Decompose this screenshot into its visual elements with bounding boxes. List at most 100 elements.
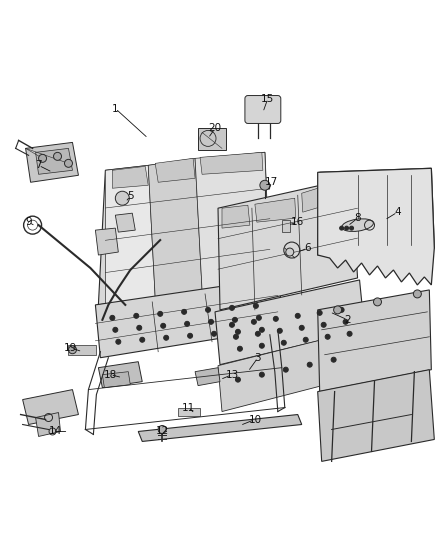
Polygon shape [218,330,364,411]
Circle shape [134,313,139,318]
Polygon shape [318,290,431,392]
Bar [178,408,200,416]
Circle shape [321,322,326,327]
Circle shape [113,327,118,332]
Text: 12: 12 [155,426,169,437]
Polygon shape [215,280,364,365]
Circle shape [317,310,322,316]
Circle shape [343,319,348,324]
Text: 8: 8 [354,213,361,223]
Polygon shape [222,205,250,228]
Circle shape [339,226,343,230]
Bar [282,220,290,232]
Text: 17: 17 [265,177,279,187]
Polygon shape [99,362,142,387]
Circle shape [236,329,240,334]
Circle shape [259,372,265,377]
Circle shape [205,308,211,312]
Bar [198,128,226,150]
Circle shape [260,180,270,190]
Circle shape [273,317,278,321]
Text: 18: 18 [104,370,117,379]
Circle shape [295,313,300,318]
Circle shape [255,332,260,336]
Circle shape [233,317,237,322]
Circle shape [230,305,234,310]
Circle shape [182,309,187,314]
Text: 5: 5 [127,191,134,201]
Circle shape [184,321,190,326]
Polygon shape [102,372,130,387]
Circle shape [137,325,142,330]
Circle shape [283,367,288,372]
Circle shape [254,303,258,309]
Circle shape [281,340,286,345]
Polygon shape [95,228,118,255]
Text: 4: 4 [394,207,401,217]
Circle shape [53,152,61,160]
Text: 7: 7 [35,160,42,171]
Circle shape [233,334,238,340]
Polygon shape [255,198,296,222]
Circle shape [68,346,77,354]
Circle shape [259,343,265,348]
Circle shape [237,346,242,351]
Circle shape [116,340,121,344]
Text: 14: 14 [49,426,62,437]
Circle shape [347,332,352,336]
Circle shape [277,328,283,333]
Circle shape [259,327,265,332]
Circle shape [325,334,330,340]
Text: 16: 16 [291,217,304,227]
Circle shape [307,362,312,367]
Polygon shape [262,224,285,252]
Circle shape [212,332,216,336]
Circle shape [286,248,294,256]
Polygon shape [115,213,135,232]
Circle shape [256,316,261,320]
Circle shape [236,377,240,382]
Text: 2: 2 [344,315,351,325]
Circle shape [230,322,234,327]
Polygon shape [195,152,270,290]
Polygon shape [148,158,202,298]
FancyBboxPatch shape [245,95,281,124]
Polygon shape [318,168,434,285]
Circle shape [158,425,166,433]
Circle shape [187,333,193,338]
Circle shape [299,325,304,330]
Circle shape [158,311,162,317]
Polygon shape [302,178,350,212]
Polygon shape [99,152,270,305]
Polygon shape [318,370,434,462]
Circle shape [374,298,381,306]
Circle shape [303,337,308,342]
Polygon shape [106,165,155,305]
Polygon shape [318,168,434,255]
Text: 1: 1 [112,103,119,114]
Circle shape [345,226,349,230]
Circle shape [110,316,115,320]
Text: 13: 13 [225,370,239,379]
Bar [68,345,96,355]
Text: 6: 6 [304,243,311,253]
Circle shape [115,191,129,205]
Circle shape [64,159,72,167]
Polygon shape [35,413,60,437]
Circle shape [140,337,145,342]
Text: 9: 9 [25,217,32,227]
Polygon shape [95,278,285,358]
Polygon shape [138,415,302,441]
Polygon shape [25,142,78,182]
Ellipse shape [342,219,373,231]
Polygon shape [112,166,148,188]
Text: 20: 20 [208,124,222,133]
Text: 11: 11 [181,402,195,413]
Polygon shape [195,368,220,385]
Circle shape [413,290,421,298]
Polygon shape [23,390,78,424]
Polygon shape [155,158,195,182]
Text: 15: 15 [261,93,275,103]
Circle shape [161,324,166,328]
Circle shape [339,308,344,312]
